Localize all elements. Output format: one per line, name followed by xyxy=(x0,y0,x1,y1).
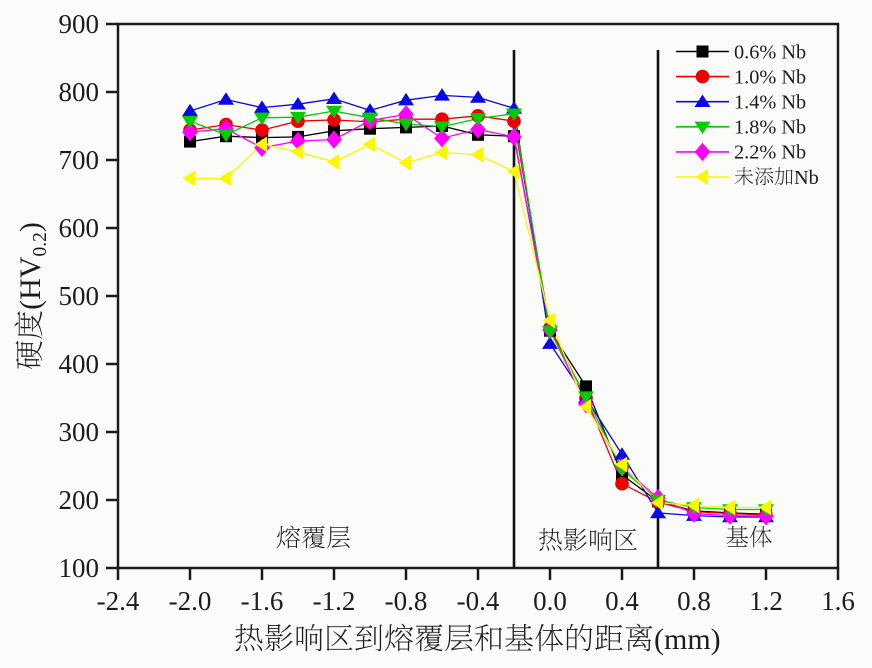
svg-text:1.2: 1.2 xyxy=(749,586,783,616)
svg-text:800: 800 xyxy=(59,77,100,107)
svg-text:(mm): (mm) xyxy=(654,623,721,656)
svg-text:-0.4: -0.4 xyxy=(457,586,500,616)
svg-text:500: 500 xyxy=(59,281,100,311)
svg-text:-0.8: -0.8 xyxy=(385,586,428,616)
svg-text:1.8% Nb: 1.8% Nb xyxy=(734,117,806,139)
svg-text:300: 300 xyxy=(59,417,100,447)
svg-text:): ) xyxy=(14,222,47,232)
svg-text:-2.4: -2.4 xyxy=(97,586,140,616)
svg-text:0.4: 0.4 xyxy=(605,586,639,616)
svg-text:1.6: 1.6 xyxy=(821,586,855,616)
svg-text:400: 400 xyxy=(59,349,100,379)
svg-text:Nb: Nb xyxy=(794,167,819,189)
svg-text:0.2: 0.2 xyxy=(30,232,51,256)
svg-text:0.0: 0.0 xyxy=(533,586,567,616)
svg-text:-1.6: -1.6 xyxy=(241,586,284,616)
svg-text:700: 700 xyxy=(59,145,100,175)
svg-text:1.0% Nb: 1.0% Nb xyxy=(734,66,806,88)
svg-text:0.8: 0.8 xyxy=(677,586,711,616)
svg-text:-2.0: -2.0 xyxy=(169,586,212,616)
svg-text:200: 200 xyxy=(59,485,100,515)
svg-text:-1.2: -1.2 xyxy=(313,586,356,616)
svg-text:2.2% Nb: 2.2% Nb xyxy=(734,142,806,164)
svg-text:(HV: (HV xyxy=(14,256,47,310)
svg-text:900: 900 xyxy=(59,9,100,39)
svg-text:600: 600 xyxy=(59,213,100,243)
svg-text:1.4% Nb: 1.4% Nb xyxy=(734,92,806,114)
svg-text:100: 100 xyxy=(59,553,100,583)
svg-text:0.6% Nb: 0.6% Nb xyxy=(734,41,806,63)
